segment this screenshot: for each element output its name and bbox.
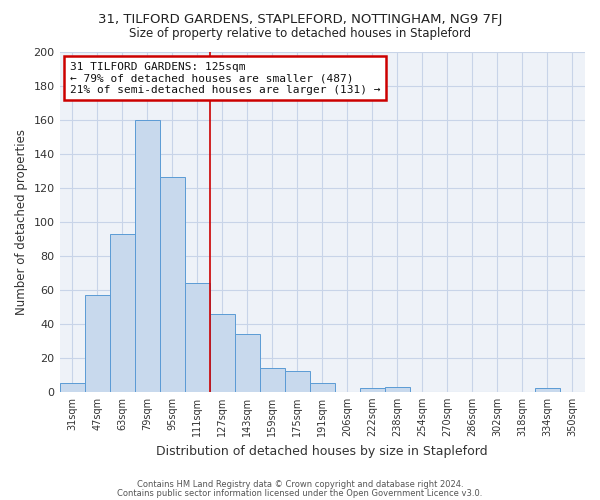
Text: Size of property relative to detached houses in Stapleford: Size of property relative to detached ho… bbox=[129, 28, 471, 40]
Y-axis label: Number of detached properties: Number of detached properties bbox=[15, 128, 28, 314]
Bar bbox=[385, 386, 410, 392]
Text: Contains public sector information licensed under the Open Government Licence v3: Contains public sector information licen… bbox=[118, 490, 482, 498]
Bar bbox=[160, 178, 185, 392]
Text: 31, TILFORD GARDENS, STAPLEFORD, NOTTINGHAM, NG9 7FJ: 31, TILFORD GARDENS, STAPLEFORD, NOTTING… bbox=[98, 12, 502, 26]
Text: 31 TILFORD GARDENS: 125sqm
← 79% of detached houses are smaller (487)
21% of sem: 31 TILFORD GARDENS: 125sqm ← 79% of deta… bbox=[70, 62, 380, 95]
Bar bbox=[110, 234, 134, 392]
Bar bbox=[85, 295, 110, 392]
X-axis label: Distribution of detached houses by size in Stapleford: Distribution of detached houses by size … bbox=[157, 444, 488, 458]
Bar bbox=[209, 314, 235, 392]
Bar bbox=[185, 283, 209, 392]
Bar bbox=[235, 334, 260, 392]
Bar bbox=[134, 120, 160, 392]
Bar bbox=[59, 384, 85, 392]
Bar bbox=[360, 388, 385, 392]
Bar bbox=[310, 384, 335, 392]
Bar bbox=[260, 368, 285, 392]
Text: Contains HM Land Registry data © Crown copyright and database right 2024.: Contains HM Land Registry data © Crown c… bbox=[137, 480, 463, 489]
Bar bbox=[535, 388, 560, 392]
Bar bbox=[285, 372, 310, 392]
